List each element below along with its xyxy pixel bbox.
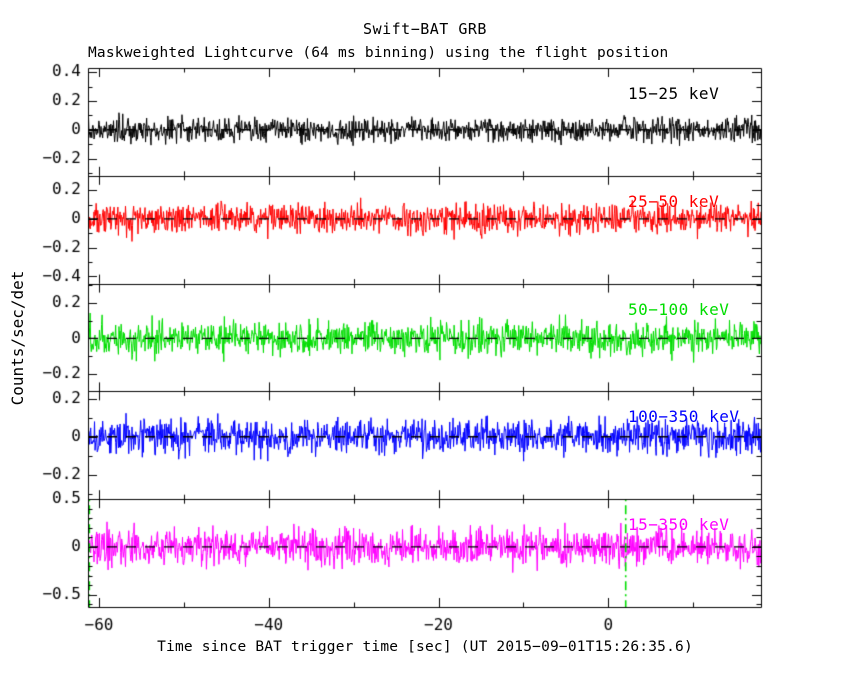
x-axis-label: Time since BAT trigger time [sec] (UT 20… xyxy=(157,639,693,655)
chart-title: Swift−BAT GRB xyxy=(363,20,487,38)
y-axis-label: Counts/sec/det xyxy=(8,270,27,406)
band-label-50-100kev: 50−100 keV xyxy=(628,299,730,319)
chart-subtitle: Maskweighted Lightcurve (64 ms binning) … xyxy=(88,45,669,61)
band-label-15-25kev: 15−25 keV xyxy=(628,84,720,103)
band-label-15-350kev: 15−350 keV xyxy=(628,515,730,535)
band-label-100-350kev: 100−350 keV xyxy=(628,407,740,427)
band-label-25-50kev: 25−50 keV xyxy=(628,191,720,211)
